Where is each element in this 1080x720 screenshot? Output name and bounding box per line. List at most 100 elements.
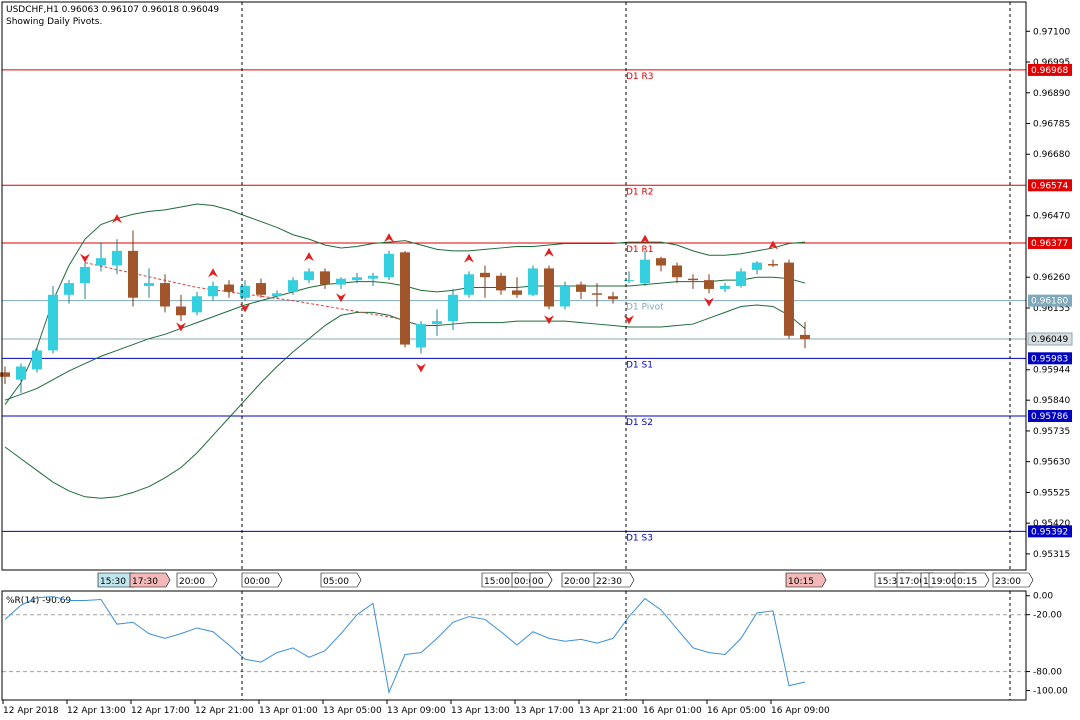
candle-body: [736, 271, 746, 286]
time-badge: [320, 572, 362, 588]
x-tick-label: 16 Apr 01:00: [643, 706, 702, 716]
y-tick-label: 0.95630: [1033, 458, 1070, 468]
main-frame: [1, 1, 1027, 571]
candle-body: [320, 271, 330, 285]
time-badge: [241, 572, 283, 588]
x-tick-label: 16 Apr 05:00: [707, 706, 766, 716]
wpr-tick-label: -20.00: [1033, 611, 1062, 621]
candle-body: [512, 290, 522, 295]
time-badge-label: 0:15: [957, 577, 977, 587]
wpr-line: [4, 596, 806, 695]
x-tick-label: 13 Apr 13:00: [451, 706, 510, 716]
pivot-price-tag: [1028, 409, 1072, 422]
time-badge-label: 00: [532, 577, 544, 587]
y-tick-label: 0.95420: [1033, 519, 1070, 529]
pivot-label: D1 S1: [626, 360, 653, 370]
candle-body: [336, 278, 346, 285]
x-tick-label: 13 Apr 09:00: [387, 706, 446, 716]
candle-body: [464, 274, 474, 295]
signal-arrow-down: [416, 363, 426, 373]
signal-arrow-up: [384, 233, 394, 243]
y-tick-label: 0.95315: [1033, 550, 1070, 560]
candle-body: [768, 264, 778, 266]
pivot-price-text: 0.96574: [1031, 181, 1068, 191]
time-badge-label: 10:15: [788, 577, 814, 587]
signal-arrow-down: [336, 293, 346, 303]
pivot-label: D1 R3: [626, 72, 654, 82]
candle-body: [240, 286, 250, 298]
pivot-label: D1 S3: [626, 533, 653, 543]
wpr-title: %R(14) -90.69: [6, 596, 71, 606]
last-price-text: 0.96049: [1031, 335, 1068, 345]
time-badge-label: 17:00: [899, 577, 925, 587]
candle-body: [0, 372, 10, 377]
time-badge-label: 23:00: [995, 577, 1021, 587]
x-tick-label: 12 Apr 2018: [3, 706, 59, 716]
pivot-price-tag: [1028, 352, 1072, 365]
signal-arrow-up: [112, 214, 122, 224]
pivot-price-text: 0.96377: [1031, 239, 1068, 249]
candle-body: [176, 306, 186, 316]
x-tick-label: 12 Apr 13:00: [67, 706, 126, 716]
time-badge: [954, 572, 990, 588]
candle-body: [224, 284, 234, 292]
y-tick-label: 0.95735: [1033, 427, 1070, 437]
signal-arrow-down: [704, 297, 714, 307]
candle-body: [272, 293, 282, 297]
signal-arrow-down: [176, 322, 186, 332]
pivot-price-tag: [1028, 63, 1072, 76]
y-tick-label: 0.95525: [1033, 488, 1070, 498]
signal-arrow-up: [464, 253, 474, 263]
time-badge: [593, 572, 635, 588]
candle-body: [528, 268, 538, 295]
candle-body: [96, 258, 106, 266]
signal-arrow-down: [80, 253, 90, 263]
time-badge-label: 00:00: [514, 577, 540, 587]
pivot-label: D1 S2: [626, 418, 653, 428]
candle-body: [288, 280, 298, 292]
candle-body: [16, 366, 26, 380]
pivot-price-text: 0.96180: [1031, 297, 1068, 307]
time-badge: [176, 572, 218, 588]
candle-body: [624, 280, 634, 282]
y-tick-label: 0.95944: [1033, 366, 1070, 376]
symbol-header: USDCHF,H1 0.96063 0.96107 0.96018 0.9604…: [6, 5, 220, 15]
price-chart[interactable]: D1 R3 D1 R2 D1 R1 D1 Pivot D1 S1 D1 S2 D1 S3: [0, 69, 1026, 543]
time-badge-label: 1: [923, 577, 929, 587]
y-tick-label: 0.96470: [1033, 212, 1070, 222]
pivot-label: D1 R2: [626, 187, 654, 197]
candle-body: [640, 259, 650, 284]
time-badge-label: 15:30: [877, 577, 903, 587]
candle-body: [576, 284, 586, 292]
time-badge-label: 15:30: [100, 577, 126, 587]
wpr-tick-label: 0.00: [1033, 592, 1053, 602]
pivot-price-tag: [1028, 294, 1072, 307]
signal-arrow-up: [304, 252, 314, 262]
x-tick-label: 13 Apr 01:00: [259, 706, 318, 716]
time-badge: [529, 572, 553, 588]
candle-body: [480, 272, 490, 278]
y-tick-label: 0.95840: [1033, 396, 1070, 406]
pivot-price-text: 0.95786: [1031, 412, 1068, 422]
candle-body: [112, 250, 122, 266]
candle-body: [352, 277, 362, 281]
time-badge-label: 22:30: [596, 577, 622, 587]
williams-r-panel[interactable]: %R(14) -90.69: [2, 596, 1026, 695]
candle-body: [448, 294, 458, 322]
pivot-price-tag: [1028, 179, 1072, 192]
signal-arrow-down: [624, 315, 634, 325]
candle-body: [560, 286, 570, 307]
candle-body: [656, 258, 666, 266]
pivot-price-text: 0.96968: [1031, 66, 1068, 76]
candle-body: [160, 283, 170, 307]
y-tick-label: 0.96785: [1033, 120, 1070, 130]
signal-arrow-down: [240, 303, 250, 313]
pivot-price-text: 0.95392: [1031, 527, 1068, 537]
signal-arrow-down: [544, 315, 554, 325]
candle-body: [688, 278, 698, 281]
pivot-price-tag: [1028, 236, 1072, 249]
candle-body: [128, 250, 138, 298]
candle-body: [208, 286, 218, 297]
